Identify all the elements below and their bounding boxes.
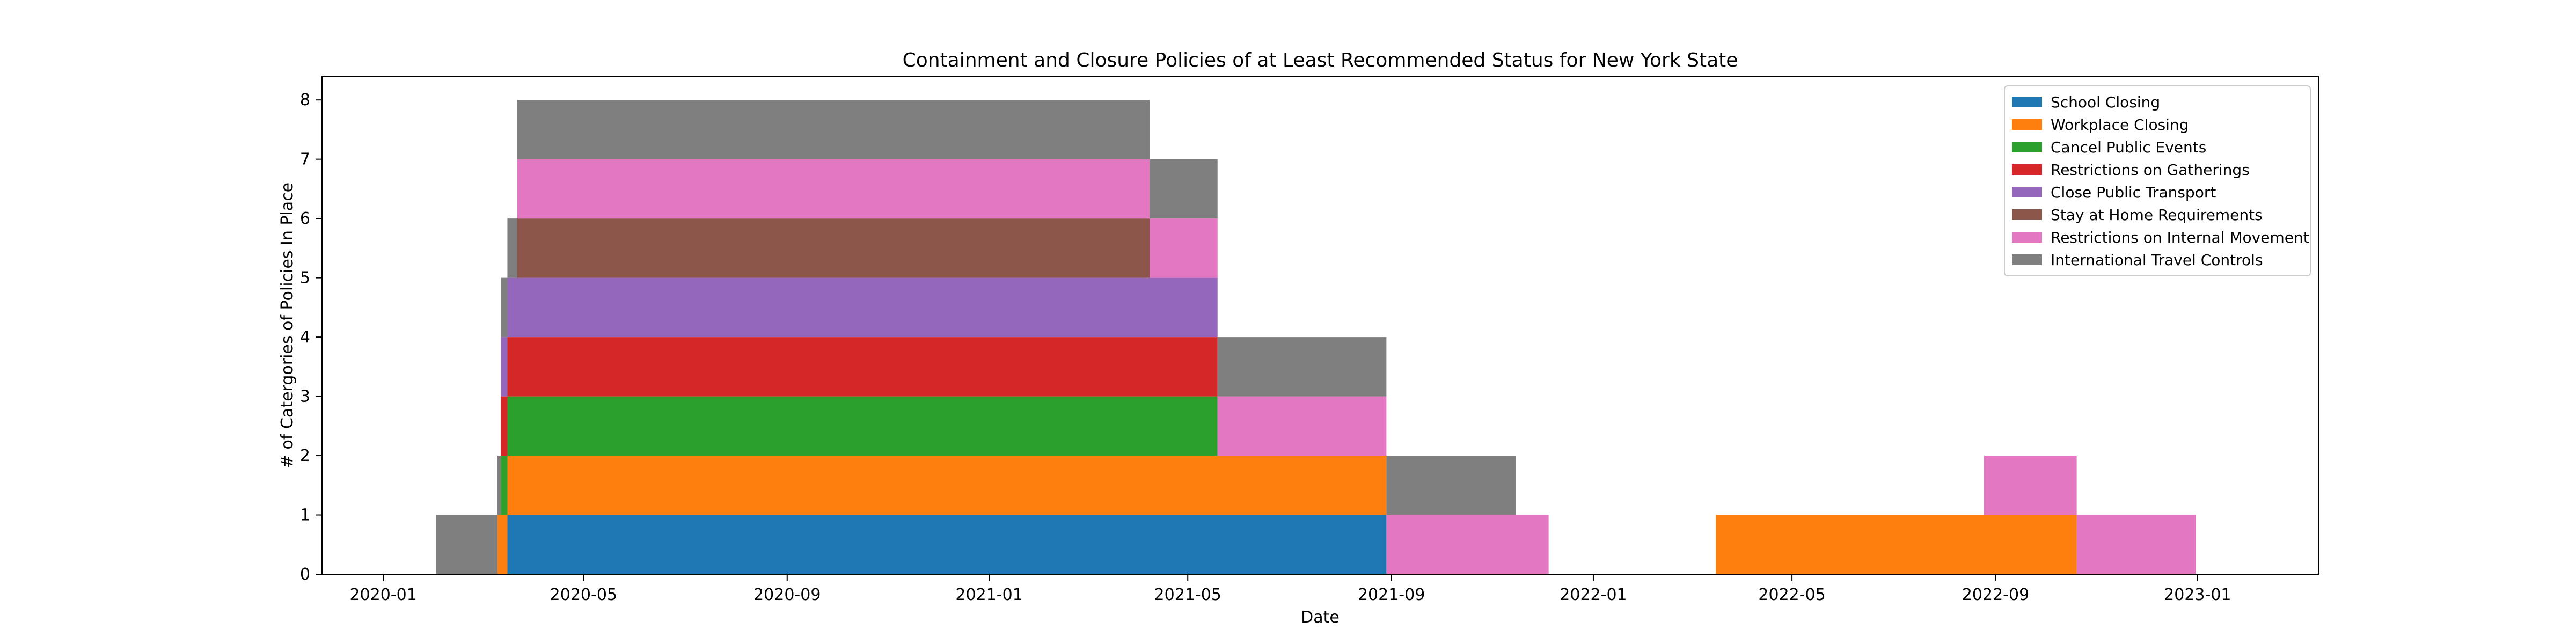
x-tick-label: 2023-01 (2164, 586, 2231, 604)
legend-swatch (2012, 209, 2042, 220)
y-tick-label: 5 (300, 269, 310, 288)
y-tick-label: 3 (300, 387, 310, 406)
area-international-travel-controls (322, 100, 2318, 574)
legend-label: Workplace Closing (2051, 116, 2189, 134)
y-tick-label: 2 (300, 447, 310, 465)
legend-label: International Travel Controls (2051, 251, 2263, 269)
y-tick-label: 1 (300, 506, 310, 525)
legend-swatch (2012, 187, 2042, 197)
x-tick-label: 2021-09 (1358, 586, 1425, 604)
legend-label: School Closing (2051, 93, 2160, 111)
y-tick-label: 7 (300, 150, 310, 169)
area-restrictions-on-internal-movement (322, 159, 2318, 574)
x-tick-label: 2020-01 (349, 586, 416, 604)
legend-label: Stay at Home Requirements (2051, 206, 2263, 224)
axes (321, 76, 2319, 575)
legend-swatch (2012, 97, 2042, 107)
area-cancel-public-events (322, 396, 2318, 574)
area-restrictions-on-gatherings (322, 337, 2318, 574)
area-school-closing (322, 515, 2318, 574)
area-stay-at-home-requirements (322, 218, 2318, 574)
y-tick-label: 0 (300, 565, 310, 584)
area-close-public-transport (322, 277, 2318, 574)
stacked-areas (322, 100, 2318, 574)
legend: School Closing Workplace Closing Cancel Pu… (2004, 85, 2311, 276)
y-axis-label: # of Catergories of Policies In Place (278, 182, 297, 468)
x-tick-label: 2022-05 (1758, 586, 1825, 604)
x-tick-label: 2020-05 (550, 586, 617, 604)
legend-label: Restrictions on Internal Movement (2051, 229, 2309, 246)
legend-swatch (2012, 119, 2042, 130)
x-tick-label: 2022-01 (1560, 586, 1627, 604)
x-axis-ticks: 2020-01 2020-05 2020-09 2021-01 2021-05 2021-… (349, 574, 2231, 604)
legend-label: Close Public Transport (2051, 184, 2216, 201)
y-tick-label: 6 (300, 209, 310, 228)
x-tick-label: 2021-01 (955, 586, 1022, 604)
x-tick-label: 2021-05 (1154, 586, 1221, 604)
y-axis-ticks: 0 1 2 3 4 5 6 7 8 (300, 91, 322, 584)
legend-swatch (2012, 232, 2042, 243)
y-tick-label: 4 (300, 328, 310, 347)
x-tick-label: 2022-09 (1962, 586, 2029, 604)
y-tick-label: 8 (300, 91, 310, 109)
plot-frame (321, 76, 2319, 575)
chart-title: Containment and Closure Policies of at L… (903, 49, 1738, 71)
legend-swatch (2012, 254, 2042, 265)
legend-box (2004, 85, 2311, 276)
legend-label: Restrictions on Gatherings (2051, 161, 2250, 179)
x-tick-label: 2020-09 (753, 586, 821, 604)
legend-swatch (2012, 142, 2042, 152)
area-workplace-closing (322, 456, 2318, 574)
x-axis-label: Date (1301, 608, 1340, 627)
legend-label: Cancel Public Events (2051, 138, 2206, 156)
legend-swatch (2012, 164, 2042, 175)
